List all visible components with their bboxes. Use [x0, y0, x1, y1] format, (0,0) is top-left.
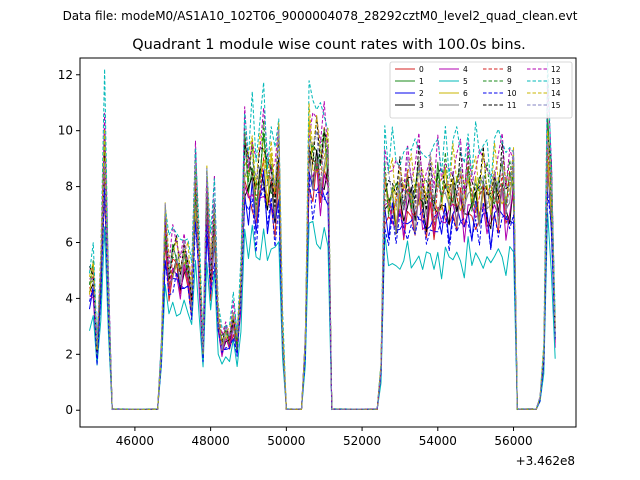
x-tick-label: 50000 [267, 434, 305, 448]
y-tick-label: 8 [65, 180, 73, 194]
y-tick-label: 12 [58, 68, 73, 82]
series-line-4 [89, 163, 556, 410]
y-tick-label: 4 [65, 291, 73, 305]
series-line-11 [89, 115, 556, 410]
y-tick-label: 10 [58, 124, 73, 138]
legend-label-6: 6 [463, 89, 468, 98]
legend-label-13: 13 [551, 77, 561, 86]
x-axis-offset-label: +3.462e8 [516, 454, 575, 468]
x-tick-label: 46000 [116, 434, 154, 448]
y-axis-ticks: 0 2 4 6 8 10 12 [58, 68, 80, 417]
legend-label-8: 8 [507, 65, 512, 74]
series-lines-layer [88, 61, 556, 411]
legend-label-1: 1 [419, 77, 424, 86]
legend-label-12: 12 [551, 65, 561, 74]
series-line-13 [88, 61, 556, 411]
series-line-12 [89, 81, 556, 411]
series-line-14 [88, 102, 556, 410]
legend-label-11: 11 [507, 101, 517, 110]
legend-label-5: 5 [463, 77, 468, 86]
y-tick-label: 2 [65, 347, 73, 361]
legend-label-15: 15 [551, 101, 561, 110]
x-tick-label: 56000 [494, 434, 532, 448]
legend-label-14: 14 [551, 89, 561, 98]
legend-label-9: 9 [507, 77, 512, 86]
x-tick-label: 54000 [419, 434, 457, 448]
x-tick-label: 48000 [192, 434, 230, 448]
series-line-10 [88, 175, 556, 411]
legend-label-4: 4 [463, 65, 468, 74]
y-tick-label: 0 [65, 403, 73, 417]
series-line-15 [89, 128, 556, 411]
legend-label-7: 7 [463, 101, 468, 110]
x-axis-ticks: 46000 48000 50000 52000 54000 56000 [116, 427, 533, 448]
figure-suptitle: Data file: modeM0/AS1A10_102T06_90000040… [63, 9, 578, 23]
series-group [88, 61, 556, 411]
legend-label-3: 3 [419, 101, 424, 110]
x-tick-label: 52000 [343, 434, 381, 448]
legend-box [389, 61, 573, 119]
series-line-5 [88, 211, 556, 410]
series-line-9 [88, 120, 556, 411]
legend-label-2: 2 [419, 89, 424, 98]
series-line-7 [89, 141, 556, 410]
legend-label-0: 0 [419, 65, 424, 74]
chart-title: Quadrant 1 module wise count rates with … [132, 37, 526, 53]
legend-label-10: 10 [507, 89, 517, 98]
y-tick-label: 6 [65, 236, 73, 250]
